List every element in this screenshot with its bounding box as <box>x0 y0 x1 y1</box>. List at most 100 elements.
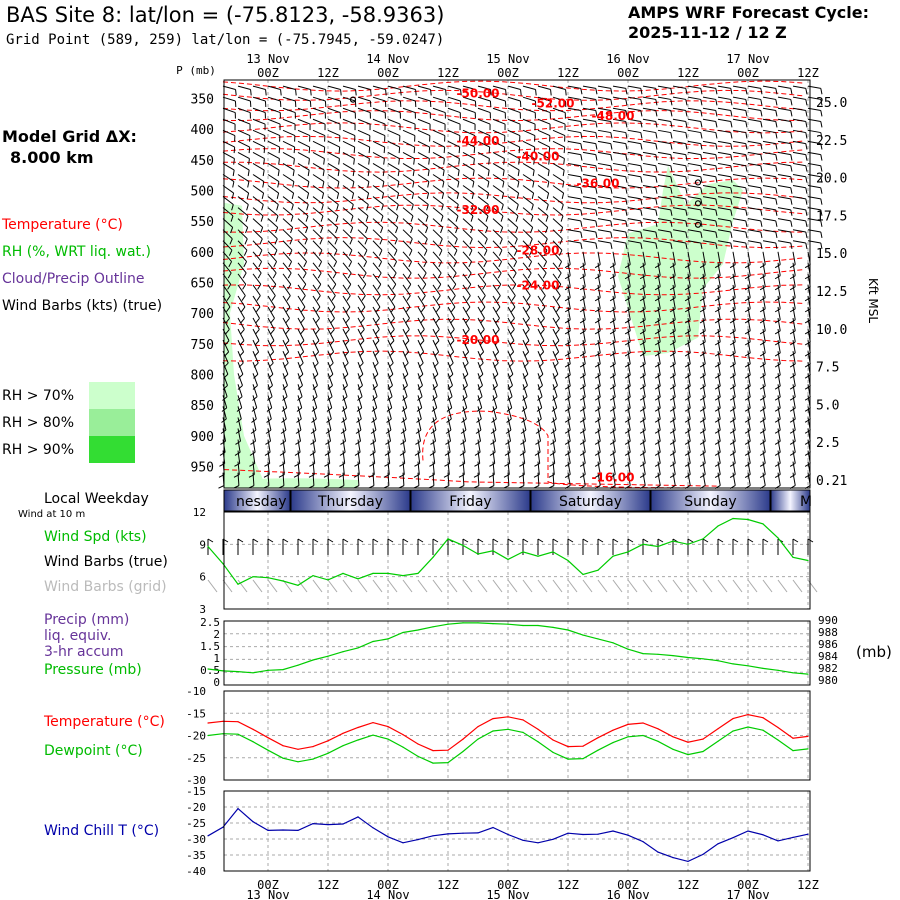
wind-barb-feather <box>759 275 766 280</box>
wind-barb-shaft <box>327 240 338 251</box>
pressure-line-point <box>642 653 644 655</box>
wind-barb-shaft <box>432 218 443 228</box>
wind-barb-feather <box>579 319 586 324</box>
wind-chill-line-point <box>372 827 374 829</box>
wind-barb-feather <box>744 297 751 302</box>
wind-barb-shaft <box>507 306 515 319</box>
wind-barb-shaft <box>627 461 631 475</box>
wind-barb-shaft <box>252 174 265 182</box>
wind-barb-feather <box>804 286 811 291</box>
wind-barb-feather <box>640 187 643 194</box>
wind-barb-feather <box>759 352 766 357</box>
wind-barb-shaft <box>387 218 398 228</box>
wind-barb-shaft <box>522 163 535 171</box>
wind-barb-shaft <box>402 295 411 308</box>
wind-barb-feather <box>349 238 353 245</box>
isotherm-label: -50.00 <box>457 86 500 100</box>
wind-barb-feather <box>670 88 673 95</box>
wind-barb-shaft <box>492 96 506 102</box>
wind-barb-shaft <box>537 140 550 148</box>
wind-barb-shaft <box>282 450 286 464</box>
wind-barb-feather <box>790 220 793 227</box>
wind-barb-shaft <box>747 129 761 134</box>
wind-speed-tick: 9 <box>199 538 206 551</box>
wind-barb-feather <box>443 158 445 165</box>
wind-barb-feather <box>306 192 310 199</box>
wind-barb-shaft <box>282 317 290 330</box>
label-precip-2: liq. equiv. <box>44 628 112 644</box>
wind-barb-feather <box>550 89 552 96</box>
wind-barb-shaft <box>582 251 586 265</box>
wind-barb-feather <box>715 132 718 139</box>
wind-barb-shaft <box>702 362 706 376</box>
wind-barb-shaft <box>492 384 498 397</box>
wind-barb-shaft <box>657 173 671 178</box>
wind-barb-shaft <box>522 174 535 182</box>
wind-barb-feather <box>654 352 661 357</box>
wind-barb-shaft <box>597 340 601 354</box>
wind-barb-shaft <box>477 284 486 296</box>
wind-barb-feather <box>639 407 646 412</box>
wind-barb-shaft <box>327 472 330 486</box>
wind-barb-feather <box>340 440 346 445</box>
wind-barb-shaft <box>492 439 496 453</box>
wind-barb-feather <box>760 187 763 194</box>
isotherm-line <box>222 100 804 112</box>
wind-barb-feather <box>423 249 428 256</box>
pressure-line-point <box>492 623 494 625</box>
wind-barb-shaft <box>702 251 706 265</box>
temperature-line-point <box>207 722 209 724</box>
wind-barb-shaft <box>372 129 386 137</box>
wind-barb-feather <box>475 440 481 445</box>
wind-barb-feather <box>323 158 325 165</box>
wind-barb-shaft <box>237 373 243 386</box>
wind-barb-shaft <box>282 295 291 308</box>
wind-barb-shaft <box>612 461 616 475</box>
wind-barb-feather <box>429 451 436 456</box>
wind-barb-feather <box>376 295 381 301</box>
wind-barb-feather <box>390 317 395 324</box>
wind-barb-shaft <box>777 284 781 298</box>
dewpoint-line-point <box>672 748 674 750</box>
wind-barb-shaft <box>687 395 691 409</box>
wind-barb-feather <box>352 170 355 177</box>
wind-barb-shaft <box>282 373 288 386</box>
wind-barb-shaft <box>567 129 581 134</box>
wind-barb-shaft <box>627 173 641 178</box>
wind-barb-shaft <box>612 251 616 265</box>
wind-chill-line-point <box>522 839 524 841</box>
wind-barb-shaft <box>567 107 581 111</box>
wind-barb-shaft <box>477 251 487 262</box>
wind-barb-feather <box>413 147 416 154</box>
wind-barb-shaft <box>372 450 376 464</box>
wind-barb-shaft <box>522 350 529 364</box>
temperature-line-point <box>732 718 734 720</box>
wind-barb-feather <box>222 396 228 401</box>
wind-barb-feather <box>774 286 781 291</box>
wind-barb-feather <box>790 198 793 205</box>
pressure-line-point <box>477 622 479 624</box>
wind-barb-feather <box>271 295 276 301</box>
wind-barb-feather <box>774 418 781 423</box>
wind-chill-line-point <box>282 829 284 831</box>
wind-barb-shaft <box>402 450 406 464</box>
wind-barb-feather <box>560 227 564 234</box>
wind-barb-shaft <box>627 218 641 222</box>
temperature-line-point <box>237 721 239 723</box>
wind-barb-shaft <box>597 251 601 265</box>
wind-barb-shaft <box>432 174 445 182</box>
wind-barb-shaft <box>657 461 661 475</box>
wind-barb-shaft <box>297 406 302 420</box>
dewpoint-line-point <box>537 741 539 743</box>
wind-barb-feather <box>685 242 688 249</box>
wind-barb-feather <box>562 181 565 188</box>
wind-barb-shaft <box>462 362 469 375</box>
wind-barb-feather <box>247 181 250 188</box>
wind-barb-shaft <box>522 96 536 102</box>
wind-barb-shaft <box>402 317 410 330</box>
wind-barb-feather <box>820 88 823 95</box>
wind-barb-feather <box>488 147 491 154</box>
wind-barb-shaft <box>672 118 686 123</box>
rh70-region-left <box>224 202 264 488</box>
wind-barb-feather <box>340 89 342 96</box>
